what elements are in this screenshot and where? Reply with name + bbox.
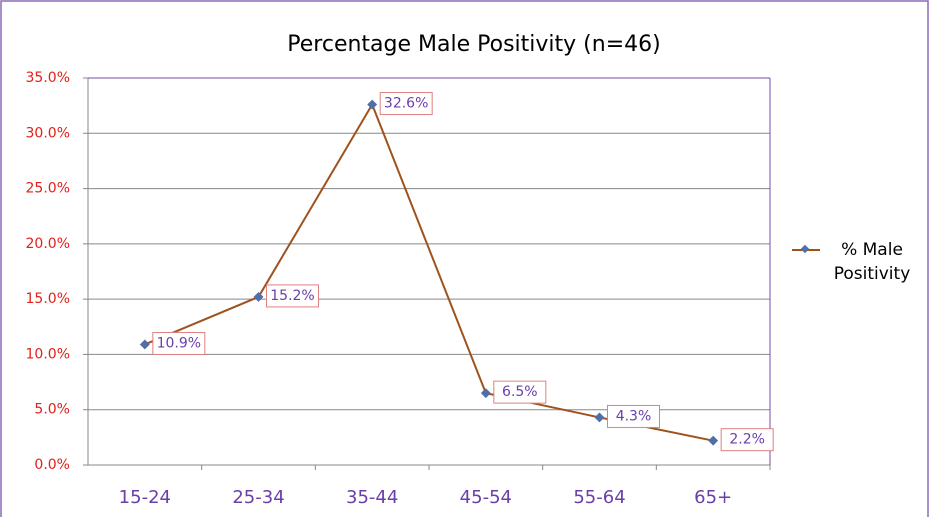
data-label: 32.6% xyxy=(384,96,428,112)
data-label-box xyxy=(152,331,206,355)
line xyxy=(144,102,714,442)
x-tick-label: 15-24 xyxy=(119,487,171,508)
data-label: 6.5% xyxy=(502,384,538,400)
y-tick-label: 15.0% xyxy=(26,291,70,307)
y-tick-label: 20.0% xyxy=(26,236,70,252)
y-tick-label: 35.0% xyxy=(26,70,70,86)
x-tick-label: 25-34 xyxy=(232,487,284,508)
data-label: 4.3% xyxy=(616,408,652,424)
data-label-box xyxy=(266,284,319,308)
y-tick-label: 25.0% xyxy=(26,181,70,197)
point xyxy=(139,339,150,350)
y-tick-label: 30.0% xyxy=(26,125,70,141)
legend-swatch xyxy=(792,244,820,254)
data-label-box xyxy=(493,380,547,404)
data-label-box xyxy=(379,92,433,116)
legend: % Male Positivity xyxy=(792,238,922,286)
data-label-box xyxy=(720,428,774,452)
x-tick-label: 65+ xyxy=(694,487,732,508)
point xyxy=(594,412,605,423)
y-tick-label: 5.0% xyxy=(34,402,70,418)
x-tick-label: 45-54 xyxy=(460,487,512,508)
legend-label: % Male Positivity xyxy=(833,240,911,284)
point xyxy=(480,388,491,399)
data-label: 2.2% xyxy=(729,432,765,448)
data-label: 15.2% xyxy=(270,288,314,304)
point xyxy=(253,291,264,302)
data-label-box xyxy=(607,404,660,428)
x-tick-label: 35-44 xyxy=(346,487,398,508)
y-tick-label: 0.0% xyxy=(34,457,70,473)
x-tick-label: 55-64 xyxy=(573,487,625,508)
data-label: 10.9% xyxy=(157,335,201,351)
point xyxy=(708,435,719,446)
chart-title: Percentage Male Positivity (n=46) xyxy=(287,32,660,57)
y-tick-label: 10.0% xyxy=(26,346,70,362)
point xyxy=(367,99,378,110)
